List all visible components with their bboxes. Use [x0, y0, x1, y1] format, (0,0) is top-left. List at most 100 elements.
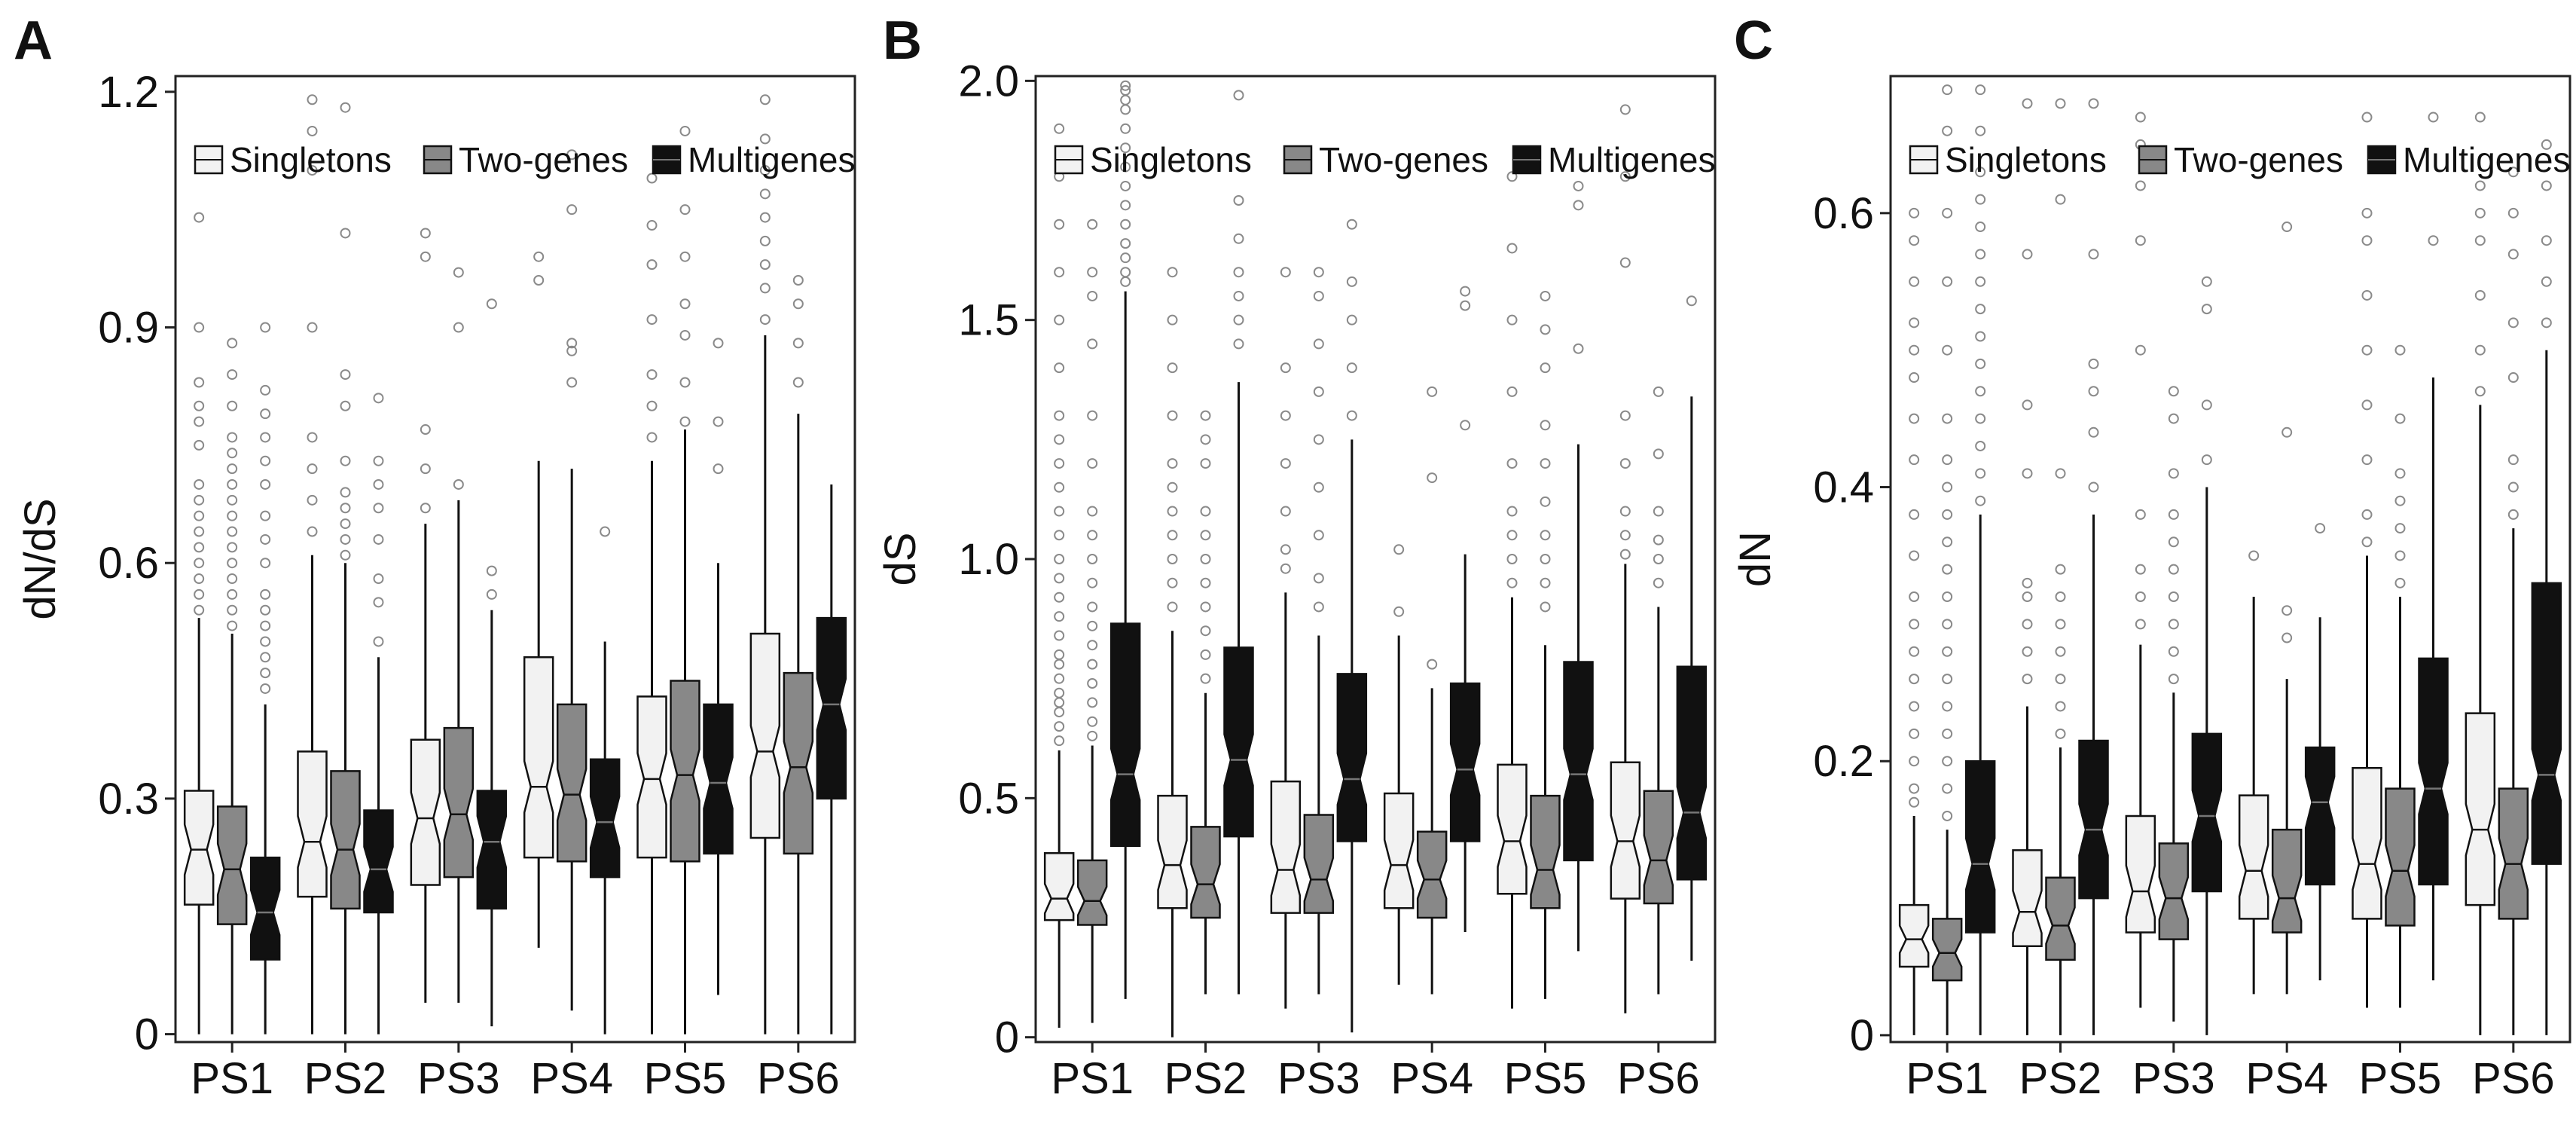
outlier-point: [1540, 458, 1551, 469]
outlier-point: [260, 478, 271, 490]
outlier-point: [792, 338, 804, 349]
legend-label: Singletons: [1945, 140, 2107, 179]
legend-label: Singletons: [230, 140, 392, 179]
outlier-point: [1942, 619, 1953, 630]
outlier-point: [2168, 413, 2179, 424]
outlier-point: [1540, 530, 1551, 541]
outlier-point: [1054, 554, 1065, 564]
box-multigenes: [1449, 682, 1481, 842]
outlier-point: [1619, 410, 1631, 421]
x-tick-label: PS6: [1617, 1054, 1700, 1103]
box-two-genes: [1303, 814, 1335, 914]
y-tick-label: 0: [1850, 1011, 1874, 1060]
outlier-point: [1087, 410, 1098, 421]
outlier-point: [1909, 509, 1920, 520]
box-singletons: [1610, 761, 1641, 900]
outlier-point: [340, 369, 351, 381]
outlier-point: [1200, 530, 1211, 541]
outlier-point: [2022, 98, 2033, 109]
outlier-point: [1200, 554, 1211, 564]
outlier-point: [2022, 591, 2033, 603]
box-two-genes: [783, 671, 814, 855]
outlier-point: [2281, 222, 2293, 233]
outlier-point: [260, 432, 271, 443]
outlier-point: [227, 620, 238, 631]
y-tick-label: 0.4: [1813, 463, 1874, 512]
outlier-point: [194, 526, 205, 537]
outlier-point: [713, 416, 724, 427]
outlier-point: [2022, 249, 2033, 260]
outlier-point: [1233, 195, 1244, 206]
outlier-point: [194, 322, 205, 333]
outlier-point: [2088, 98, 2099, 109]
outlier-point: [260, 588, 271, 600]
outlier-point: [1054, 458, 1065, 469]
y-tick-label: 2.0: [958, 57, 1019, 105]
box-singletons: [297, 750, 328, 898]
outlier-point: [227, 400, 238, 411]
outlier-point: [373, 597, 384, 608]
outlier-point: [1200, 434, 1211, 445]
outlier-point: [1346, 314, 1357, 325]
outlier-point: [227, 338, 238, 349]
outlier-point: [260, 322, 271, 333]
outlier-point: [1233, 90, 1244, 101]
outlier-point: [1087, 458, 1098, 469]
box-singletons: [2125, 815, 2156, 934]
outlier-point: [1054, 362, 1065, 374]
outlier-point: [2055, 194, 2066, 205]
outlier-point: [260, 384, 271, 396]
outlier-point: [2394, 468, 2406, 479]
outlier-point: [2088, 426, 2099, 438]
box-two-genes: [1931, 918, 1963, 982]
outlier-point: [2135, 235, 2146, 246]
outlier-point: [713, 463, 724, 475]
outlier-point: [1087, 697, 1098, 708]
outlier-point: [646, 314, 658, 325]
outlier-point: [1975, 440, 1986, 451]
box-multigenes: [1676, 665, 1708, 881]
outlier-point: [1054, 697, 1065, 708]
box-multigenes: [2304, 746, 2336, 886]
outlier-point: [1942, 454, 1953, 466]
outlier-point: [340, 228, 351, 239]
box-multigenes: [2531, 582, 2562, 865]
outlier-point: [2055, 619, 2066, 630]
outlier-point: [227, 558, 238, 569]
outlier-point: [1054, 410, 1065, 421]
outlier-point: [1313, 434, 1324, 445]
outlier-point: [2168, 509, 2179, 520]
x-tick-label: PS3: [417, 1054, 500, 1103]
outlier-point: [679, 329, 691, 341]
outlier-point: [1942, 276, 1953, 287]
outlier-point: [1167, 314, 1178, 325]
outlier-point: [2507, 317, 2519, 329]
outlier-point: [1087, 577, 1098, 588]
box-two-genes: [1076, 859, 1108, 926]
outlier-point: [2474, 180, 2486, 191]
outlier-point: [1975, 331, 1986, 342]
outlier-point: [2168, 468, 2179, 479]
box-two-genes: [1643, 790, 1674, 905]
outlier-point: [1120, 238, 1131, 249]
outlier-point: [1054, 573, 1065, 584]
box-singletons: [636, 695, 667, 859]
outlier-point: [2281, 605, 2293, 616]
outlier-point: [1573, 200, 1584, 211]
outlier-point: [1167, 410, 1178, 421]
outlier-point: [2201, 276, 2212, 287]
outlier-point: [2281, 632, 2293, 643]
legend-label: Multigenes: [2403, 140, 2570, 179]
y-tick-label: 0: [995, 1013, 1019, 1062]
legend-label: Two-genes: [1319, 140, 1488, 179]
outlier-point: [1686, 295, 1697, 307]
outlier-point: [1087, 219, 1098, 230]
x-tick-label: PS6: [2472, 1054, 2555, 1103]
outlier-point: [2088, 386, 2099, 397]
outlier-point: [1087, 267, 1098, 278]
outlier-point: [2315, 523, 2326, 534]
outlier-point: [194, 439, 205, 451]
box-multigenes: [2191, 732, 2223, 893]
outlier-point: [1120, 267, 1131, 278]
outlier-point: [2201, 454, 2212, 466]
